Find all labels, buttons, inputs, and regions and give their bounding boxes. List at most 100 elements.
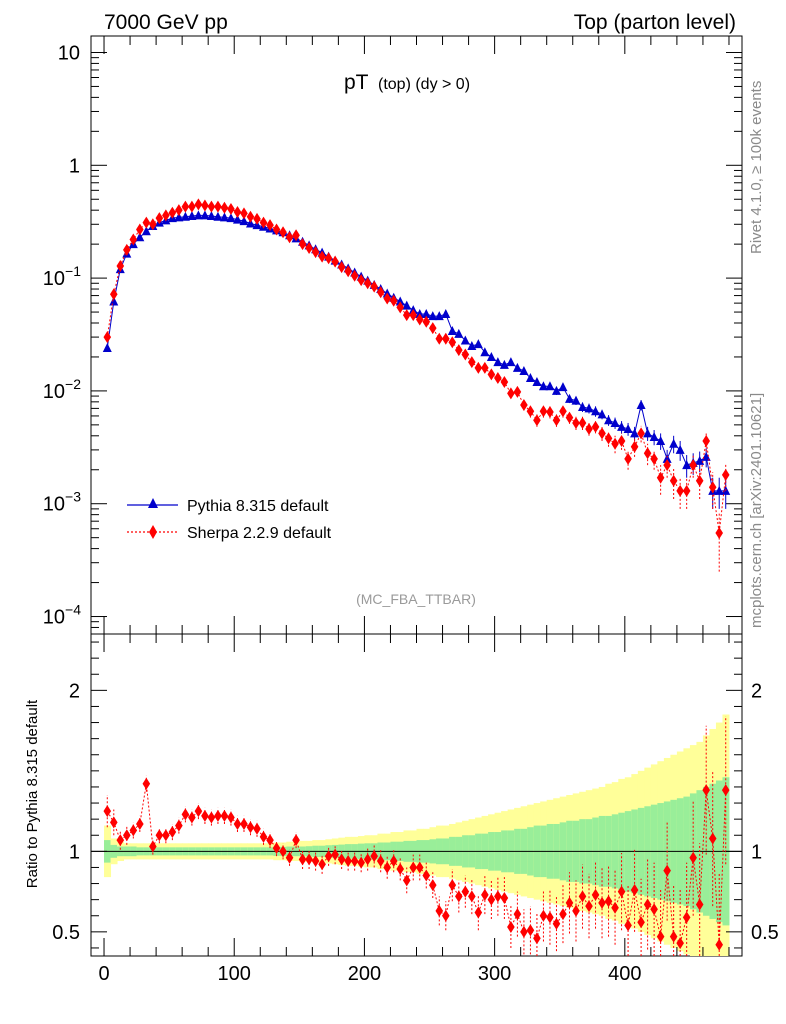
sherpa-point [129, 233, 138, 246]
pythia-point [499, 359, 509, 369]
sherpa-point [233, 206, 242, 219]
sherpa-point [721, 468, 730, 481]
xtick-label: 200 [348, 963, 381, 985]
pythia-point [714, 485, 724, 495]
sherpa-point [272, 223, 281, 236]
sherpa-point [383, 292, 392, 305]
pythia-point [564, 393, 574, 403]
ratio-point [103, 805, 112, 818]
ratio-point [526, 924, 535, 937]
sherpa-point [240, 207, 248, 220]
pythia-point [135, 232, 145, 242]
sherpa-point [682, 484, 691, 497]
sherpa-point [656, 471, 665, 484]
rivet-version-label: Rivet 4.1.0, ≥ 100k events [748, 81, 765, 254]
ratio-point [578, 890, 587, 903]
legend-entry-pythia: Pythia 8.315 default [127, 498, 329, 515]
sherpa-point [123, 243, 131, 256]
ratio-ytick-label-right: 2 [751, 680, 762, 702]
ratio-point [279, 845, 287, 858]
ratio-y-axis-label: Ratio to Pythia 8.315 default [24, 699, 41, 888]
pythia-point [226, 213, 236, 223]
sherpa-point [396, 301, 405, 314]
sherpa-point [520, 399, 528, 412]
sherpa-point [363, 277, 372, 290]
sherpa-point [324, 252, 333, 265]
sherpa-point [136, 223, 144, 236]
ratio-point [357, 856, 365, 869]
sherpa-point [552, 414, 561, 427]
ratio-point [663, 864, 671, 877]
ratio-point [689, 851, 697, 864]
sherpa-point [617, 434, 626, 447]
ratio-point [331, 848, 339, 861]
ratio-point [227, 811, 235, 824]
sherpa-point [630, 440, 639, 453]
sherpa-point [500, 375, 509, 388]
sherpa-point [513, 385, 522, 398]
pythia-point [558, 382, 568, 392]
pythia-point [649, 432, 659, 442]
ratio-point [669, 930, 678, 943]
pythia-point [245, 218, 255, 228]
sherpa-point [357, 274, 365, 287]
ratio-point [246, 821, 255, 834]
ratio-point [409, 861, 418, 874]
ratio-point [188, 811, 196, 824]
pythia-point [630, 428, 640, 438]
pythia-point [473, 339, 483, 349]
sherpa-point [201, 199, 209, 212]
pythia-point [695, 455, 705, 465]
sherpa-point [441, 332, 450, 345]
main-ytick-label: 10−4 [43, 602, 81, 629]
sherpa-point [533, 414, 541, 427]
sherpa-point [474, 361, 483, 374]
energy-label: 7000 GeV pp [104, 11, 228, 34]
sherpa-point [578, 416, 587, 429]
pythia-point [643, 428, 653, 438]
ratio-point [162, 829, 170, 842]
ratio-point [181, 808, 190, 821]
ratio-point [565, 896, 574, 909]
sherpa-point [650, 452, 658, 465]
ratio-point [259, 830, 268, 843]
pythia-point [187, 211, 197, 221]
sherpa-point [481, 361, 489, 374]
pythia-point [460, 335, 470, 345]
sherpa-point [565, 411, 574, 424]
ratio-point [507, 921, 515, 934]
ratio-point [344, 855, 352, 868]
ratio-point [155, 829, 164, 842]
ratio-point [298, 853, 307, 866]
sherpa-point [422, 315, 431, 328]
sherpa-point [162, 209, 170, 222]
legend-marker-pythia [148, 498, 158, 508]
ratio-point [617, 885, 626, 898]
xtick-label: 0 [98, 963, 109, 985]
sherpa-point [181, 200, 190, 213]
ratio-point [520, 925, 528, 938]
pythia-point [193, 210, 203, 220]
pythia-point [506, 357, 516, 367]
ratio-point [559, 908, 567, 921]
ratio-point [494, 890, 502, 903]
sherpa-point [279, 226, 287, 239]
pythia-point [447, 325, 457, 335]
pythia-point [591, 406, 601, 416]
sherpa-point [708, 481, 717, 494]
ratio-point [318, 858, 326, 871]
sherpa-point [370, 280, 378, 293]
ratio-point [175, 819, 183, 832]
sherpa-point [246, 210, 255, 223]
ratio-point [552, 917, 561, 930]
pythia-point [597, 409, 607, 419]
pythia-point [219, 212, 229, 222]
ratio-point [708, 832, 717, 845]
ratio-point [546, 911, 554, 924]
x-tick-labels: 0 100 200 300 400 [98, 963, 641, 985]
sherpa-point [116, 260, 125, 273]
ratio-point [468, 890, 476, 903]
ratio-point [474, 906, 483, 919]
ratio-point [305, 853, 313, 866]
